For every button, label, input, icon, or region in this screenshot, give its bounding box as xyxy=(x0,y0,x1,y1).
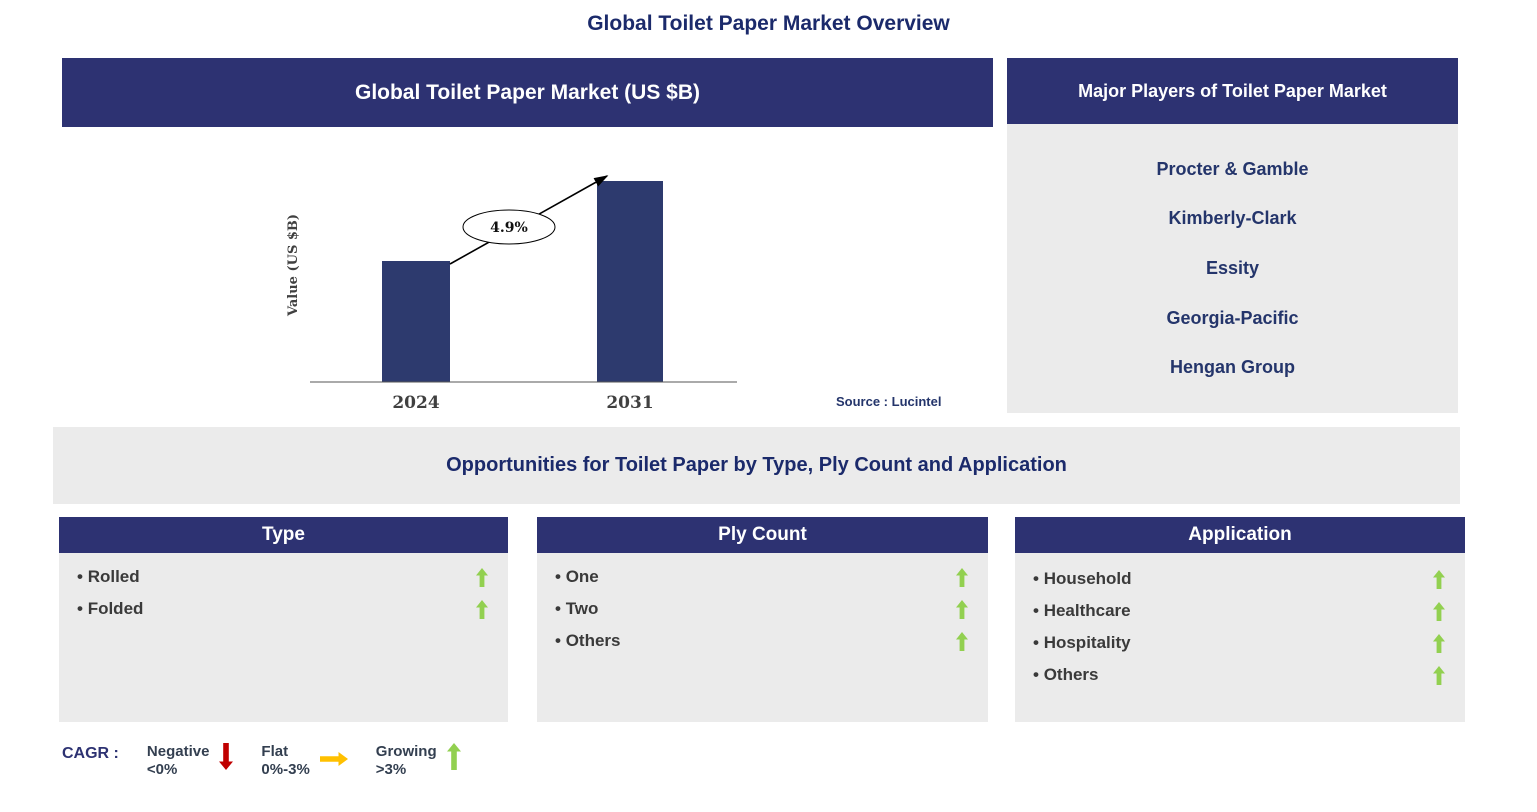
page-title: Global Toilet Paper Market Overview xyxy=(587,12,950,35)
cagr-ellipse xyxy=(462,209,556,245)
source-note: Source : Lucintel xyxy=(836,394,942,409)
legend-range: >3% xyxy=(375,761,407,778)
trend-up-icon xyxy=(1433,665,1445,685)
column-body-application: Household Healthcare Hospitality Others xyxy=(1015,553,1465,722)
legend-name: Growing xyxy=(375,743,437,760)
item-label: Two xyxy=(537,599,599,619)
bar-2024 xyxy=(382,261,450,382)
trend-up-icon xyxy=(476,599,488,619)
list-item: Hospitality xyxy=(1015,627,1445,659)
cagr-annotation: 4.9% xyxy=(490,220,528,236)
item-label: Household xyxy=(1015,569,1132,589)
item-label: Others xyxy=(537,631,621,651)
column-header-application: Application xyxy=(1015,517,1465,553)
item-label: Folded xyxy=(59,599,144,619)
trend-up-icon xyxy=(956,567,968,587)
list-item: Others xyxy=(1015,659,1445,691)
category-2031: 2031 xyxy=(606,393,653,413)
trend-up-icon xyxy=(956,599,968,619)
list-item: One xyxy=(537,561,968,593)
item-label: Hospitality xyxy=(1015,633,1131,653)
major-players-header: Major Players of Toilet Paper Market xyxy=(1007,58,1458,124)
item-label: One xyxy=(537,567,599,587)
player-name: Essity xyxy=(1205,257,1260,278)
category-2024: 2024 xyxy=(392,393,439,413)
list-item: Two xyxy=(537,593,968,625)
item-label: Others xyxy=(1015,665,1099,685)
trend-up-icon xyxy=(1433,569,1445,589)
cagr-legend: CAGR : Negative <0% Flat 0%-3% Growing >… xyxy=(62,743,461,779)
cagr-legend-label: CAGR : xyxy=(62,745,119,762)
legend-name: Negative xyxy=(146,743,210,760)
column-header-ply-count: Ply Count xyxy=(537,517,988,553)
player-name: Georgia-Pacific xyxy=(1166,307,1299,328)
major-players-list: Procter & Gamble Kimberly-Clark Essity G… xyxy=(1007,124,1458,413)
player-name: Hengan Group xyxy=(1170,357,1295,378)
item-label: Healthcare xyxy=(1015,601,1131,621)
trend-up-icon xyxy=(956,631,968,651)
legend-item-growing: Growing >3% xyxy=(376,743,461,779)
legend-item-flat: Flat 0%-3% xyxy=(261,743,348,779)
player-name: Kimberly-Clark xyxy=(1168,208,1297,229)
trend-up-icon xyxy=(1433,633,1445,653)
trend-flat-icon xyxy=(319,752,348,766)
y-axis-label: Value (US $B) xyxy=(286,214,301,317)
column-body-ply-count: One Two Others xyxy=(537,553,988,722)
market-bar-chart: Value (US $B) 4.9% 2024 2031 xyxy=(286,175,737,413)
legend-name: Flat xyxy=(261,743,289,760)
item-label: Rolled xyxy=(59,567,140,587)
trend-up-icon xyxy=(476,567,488,587)
legend-range: <0% xyxy=(146,761,178,778)
player-name: Procter & Gamble xyxy=(1156,158,1309,179)
list-item: Household xyxy=(1015,563,1445,595)
opportunities-banner: Opportunities for Toilet Paper by Type, … xyxy=(53,427,1460,504)
column-header-type: Type xyxy=(59,517,508,553)
trend-up-icon xyxy=(1433,601,1445,621)
trend-up-icon xyxy=(446,743,461,770)
legend-item-negative: Negative <0% xyxy=(147,743,234,779)
list-item: Folded xyxy=(59,593,488,625)
list-item: Rolled xyxy=(59,561,488,593)
column-body-type: Rolled Folded xyxy=(59,553,508,722)
trend-down-icon xyxy=(219,743,234,770)
list-item: Others xyxy=(537,625,968,657)
list-item: Healthcare xyxy=(1015,595,1445,627)
bar-2031 xyxy=(597,181,663,382)
market-chart-header: Global Toilet Paper Market (US $B) xyxy=(62,58,993,127)
legend-range: 0%-3% xyxy=(261,761,310,778)
